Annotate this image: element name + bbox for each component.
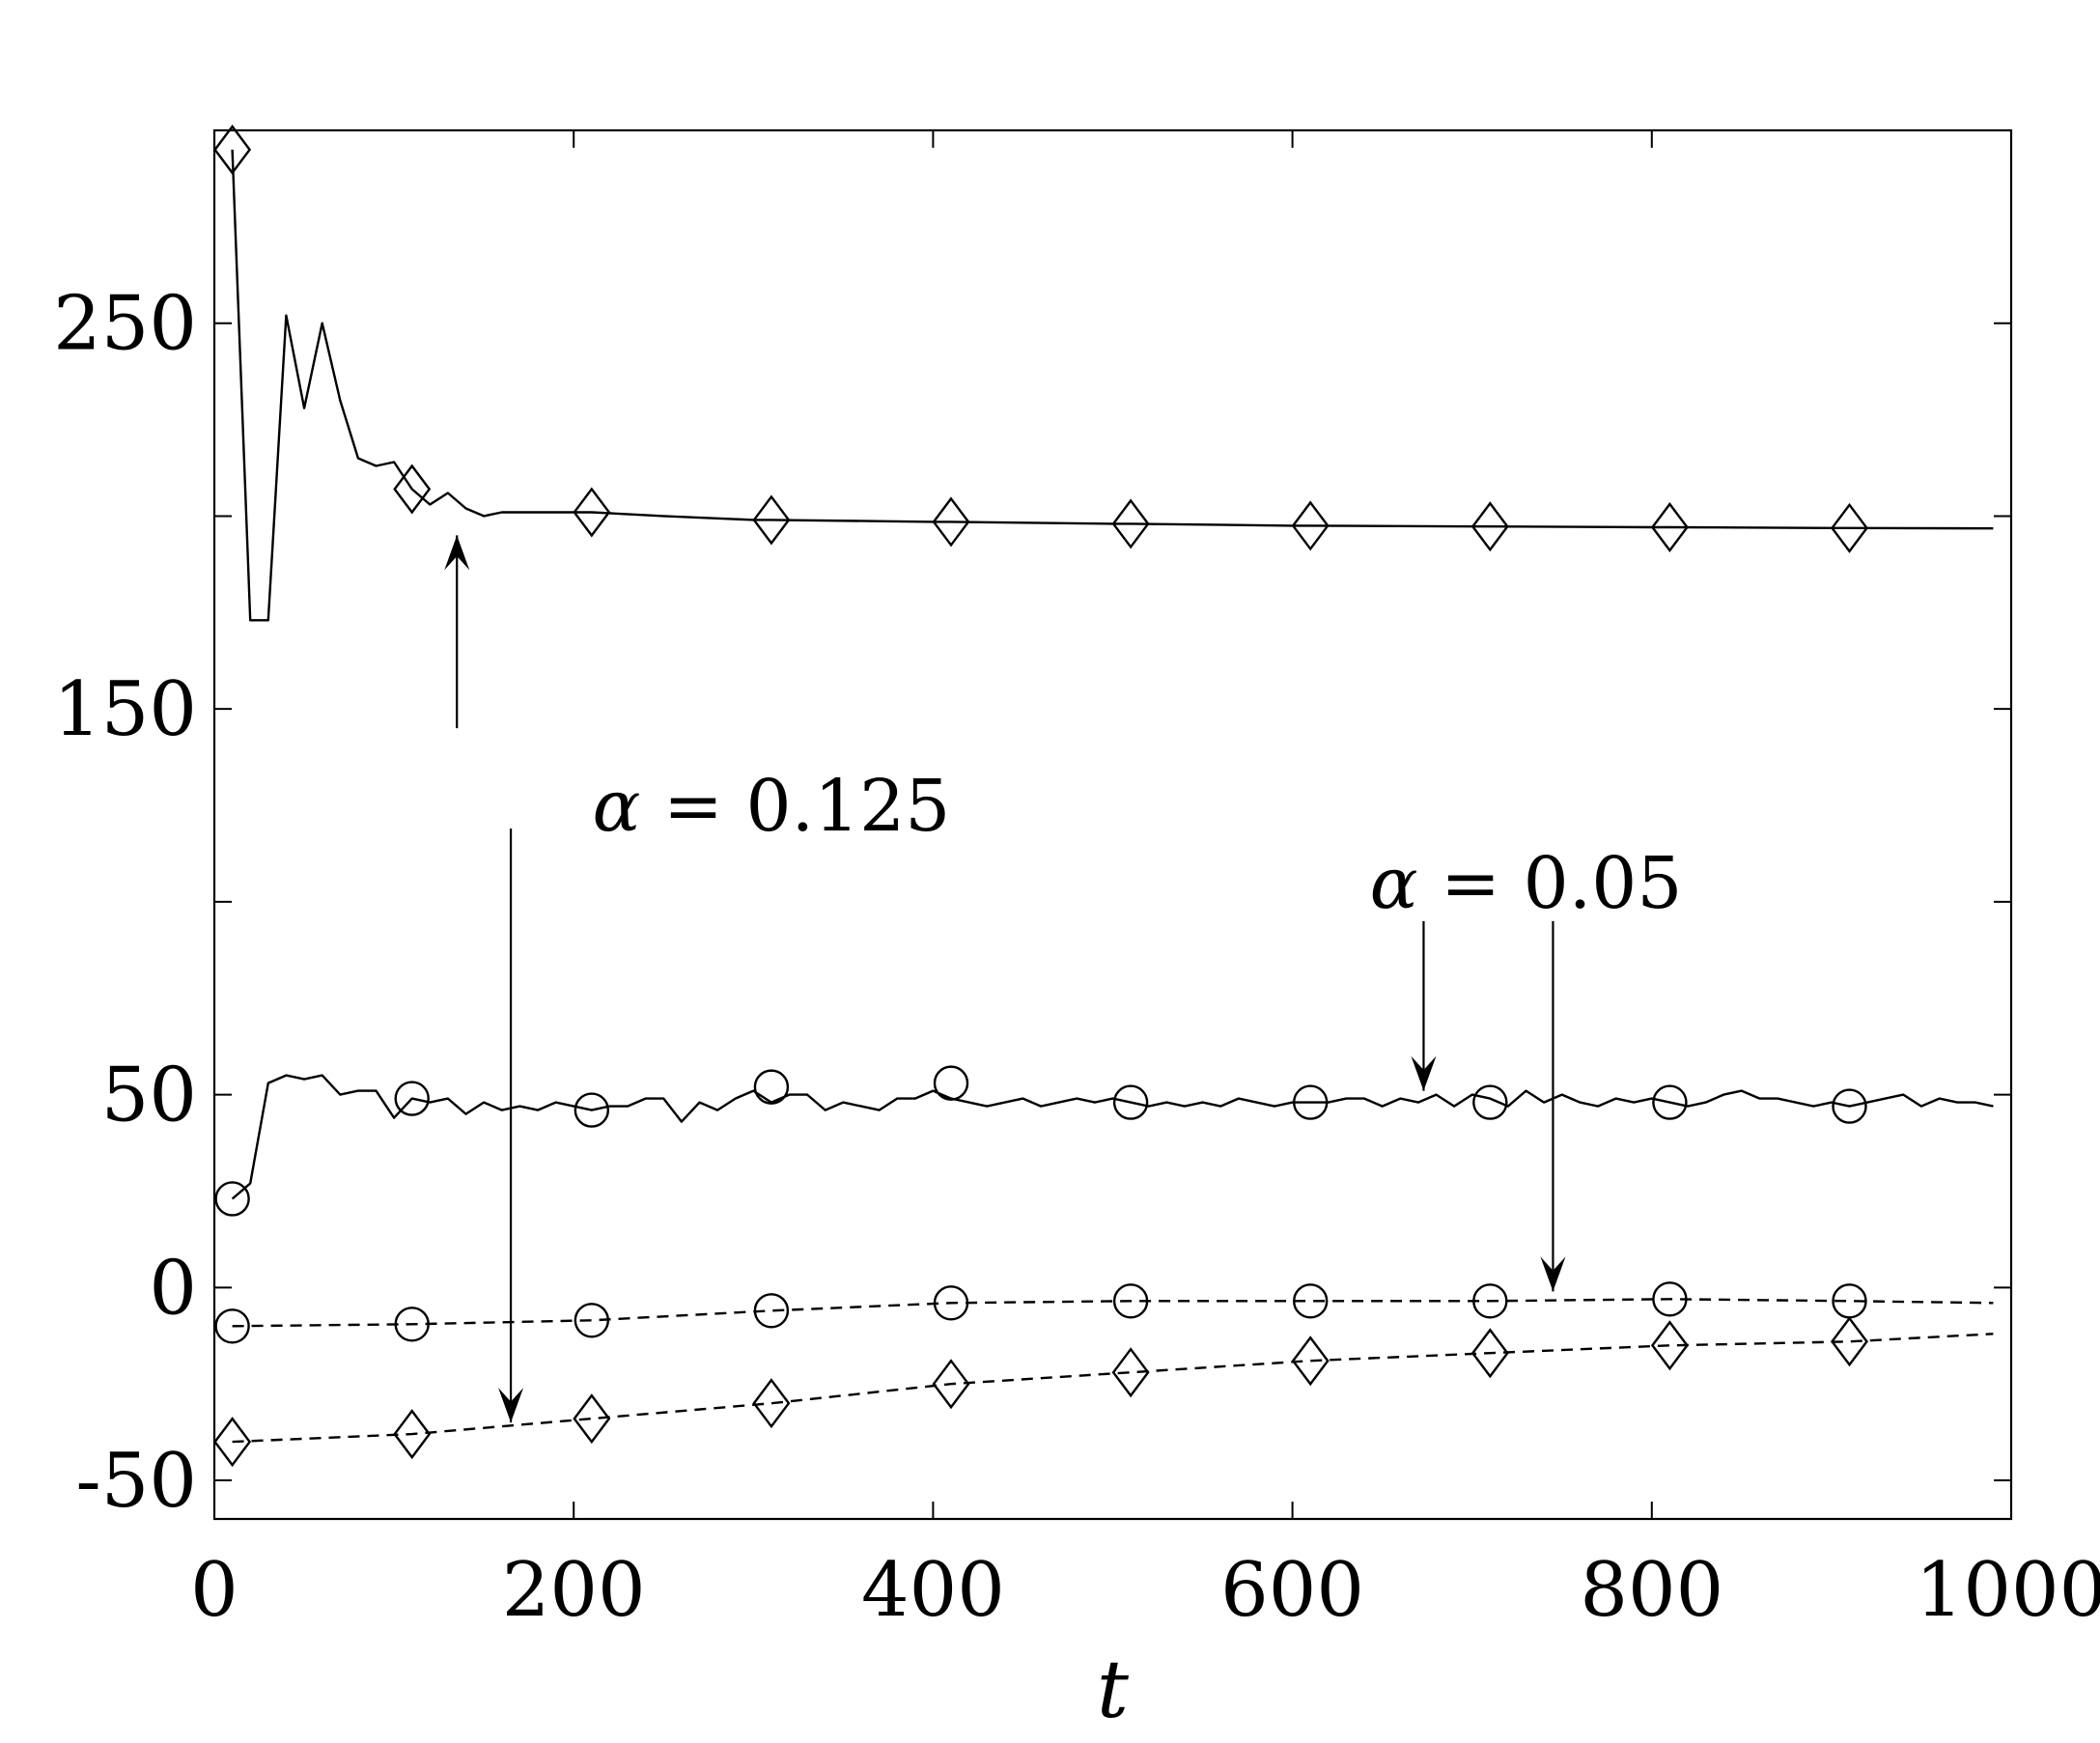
diamond-marker [1470, 1328, 1509, 1379]
diamond-marker [1291, 500, 1330, 551]
annotation-label: α = 0.125 [592, 765, 950, 848]
circle-marker [214, 1308, 250, 1344]
annotation-value: = 0.05 [1418, 842, 1683, 925]
arrow-head [1411, 1055, 1437, 1091]
annotation-label: α = 0.05 [1370, 842, 1683, 925]
circle-marker [214, 1181, 250, 1217]
circle-marker [1472, 1283, 1508, 1319]
circle-marker [753, 1069, 790, 1105]
y-tick-label: 250 [53, 281, 197, 368]
x-axis-title: t [1097, 1645, 1130, 1736]
diamond-marker [1831, 1316, 1869, 1367]
x-tick-label: 1000 [1916, 1547, 2100, 1634]
y-tick-label: 150 [53, 666, 197, 753]
arrow-head [498, 1388, 524, 1423]
circle-marker [1112, 1084, 1149, 1120]
series-line-2 [231, 1074, 1994, 1200]
diamond-marker [213, 124, 252, 175]
circle-marker [753, 1293, 790, 1329]
diamond-marker [1111, 498, 1150, 549]
diamond-marker [1470, 501, 1509, 552]
plot-frame [212, 128, 2013, 1521]
circle-marker [1112, 1283, 1149, 1319]
annotation-arrow [1540, 920, 1566, 1292]
annotation-greek: α [1370, 842, 1418, 925]
diamond-marker [932, 496, 970, 548]
diamond-marker [213, 1417, 252, 1468]
circle-marker [1652, 1084, 1688, 1120]
diamond-marker [1650, 502, 1689, 553]
annotation-arrow [498, 828, 524, 1423]
x-tick-label: 600 [1220, 1547, 1364, 1634]
diamond-marker [1650, 1320, 1689, 1371]
circle-marker [1652, 1281, 1688, 1317]
circle-marker [933, 1285, 969, 1321]
series-line-1 [231, 149, 1994, 622]
circle-marker [574, 1092, 610, 1128]
y-tick-label: 50 [101, 1053, 197, 1139]
annotation-value: = 0.125 [640, 765, 950, 848]
plot-series [213, 124, 1994, 1468]
y-tick-label: 0 [149, 1245, 197, 1332]
diamond-marker [932, 1359, 970, 1410]
diamond-marker [752, 494, 791, 546]
annotation-arrow [1411, 920, 1437, 1091]
x-tick-label: 200 [502, 1547, 646, 1634]
series-line-3 [232, 1298, 1994, 1328]
plot-axes [212, 128, 2013, 1521]
diamond-marker [393, 1409, 432, 1460]
annotation-greek: α [592, 765, 640, 848]
x-tick-label: 0 [190, 1547, 238, 1634]
diamond-marker [393, 464, 432, 515]
series-line-4 [232, 1333, 1994, 1444]
circle-marker [394, 1081, 430, 1116]
diamond-marker [1291, 1335, 1330, 1387]
circle-marker [574, 1303, 610, 1338]
circle-marker [1472, 1084, 1508, 1120]
circle-marker [1832, 1088, 1867, 1124]
x-tick-label: 400 [861, 1547, 1005, 1634]
diamond-marker [752, 1378, 791, 1429]
diamond-marker [1831, 502, 1869, 553]
circle-marker [1293, 1283, 1329, 1319]
circle-marker [933, 1065, 969, 1101]
diamond-marker [573, 487, 611, 538]
arrow-head [1540, 1256, 1566, 1292]
x-tick-label: 800 [1580, 1547, 1723, 1634]
arrow-head [444, 535, 470, 571]
circle-marker [394, 1307, 430, 1342]
annotation-arrow [444, 535, 470, 729]
diamond-marker [573, 1393, 611, 1445]
plot-labels: 0 200 400 600 800 1000 -50 0 50 150 250 t [53, 281, 2100, 1736]
circle-marker [1293, 1084, 1329, 1120]
diamond-marker [1111, 1347, 1150, 1398]
y-tick-label: -50 [75, 1438, 197, 1525]
